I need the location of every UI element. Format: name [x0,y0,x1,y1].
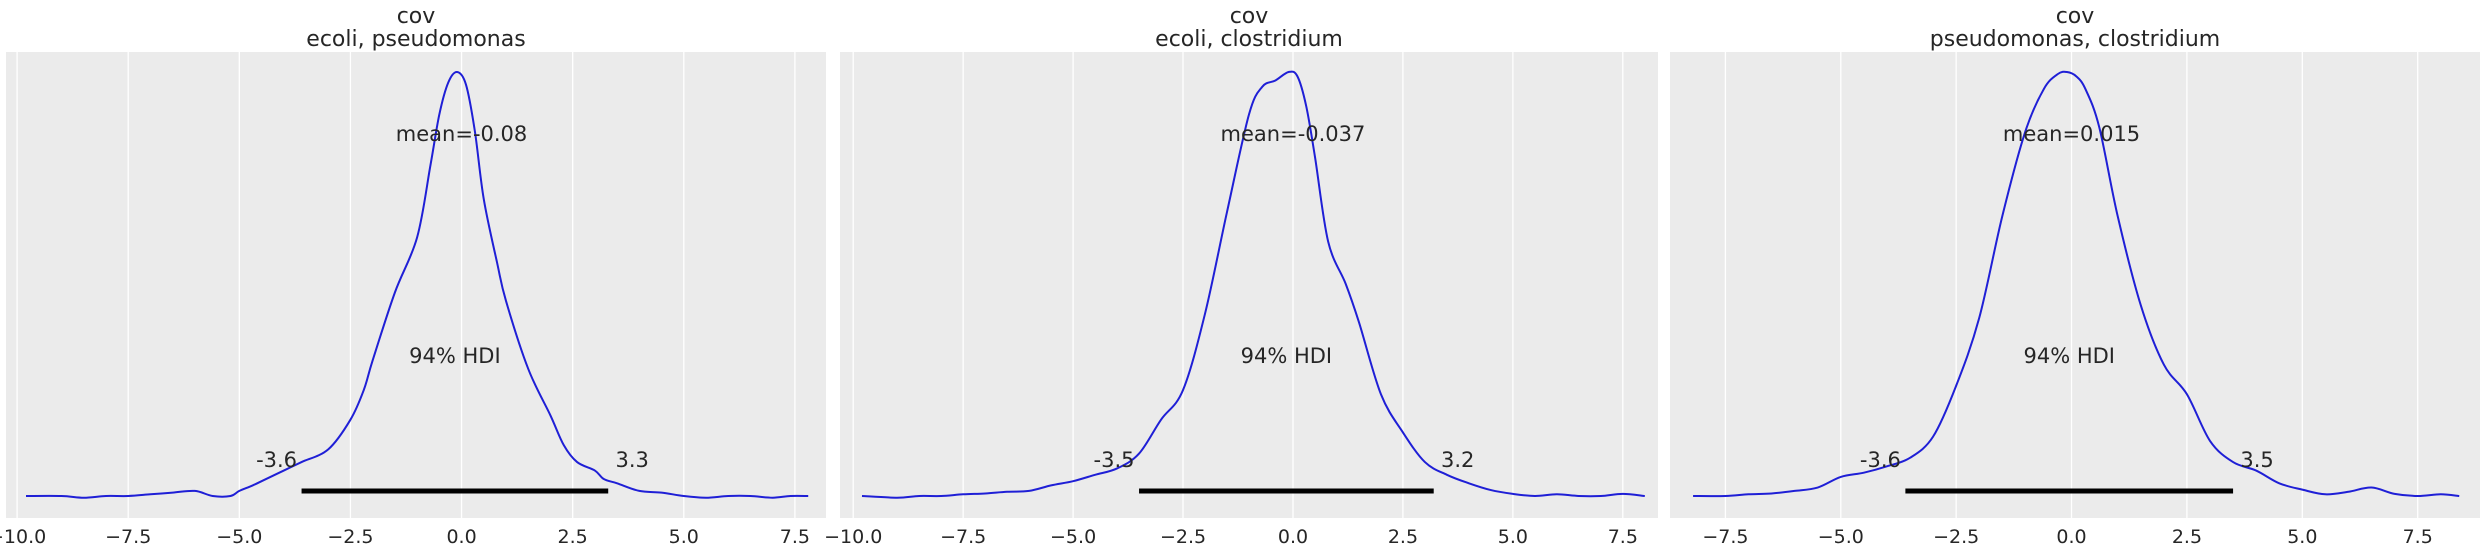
x-tick-label: −5.0 [1050,526,1096,548]
hdi-low-label: -3.6 [256,448,297,472]
title-line-pair: pseudomonas, clostridium [1930,27,2220,52]
grid-lines [1724,52,2419,518]
mean-annotation: mean=0.015 [2003,122,2140,146]
mean-annotation: mean=-0.037 [1221,122,1366,146]
x-tick-label: 7.5 [2403,526,2433,548]
mean-annotation: mean=-0.08 [396,122,528,146]
title-line-variable: cov [1230,4,1269,29]
x-tick-label: 0.0 [1278,526,1308,548]
hdi-annotation: 94% HDI [409,344,501,368]
title-line-variable: cov [2056,4,2095,29]
hdi-high-label: 3.3 [616,448,649,472]
kde-curve [861,70,1645,499]
x-tick-label: 5.0 [669,526,699,548]
hdi-high-label: 3.2 [1441,448,1474,472]
x-axis-ticks: −10.0 −7.5 −5.0 −2.5 0.0 2.5 5.0 7.5 [824,526,1638,548]
kde-curve [25,71,809,499]
x-tick-label: −5.0 [1818,526,1864,548]
hdi-low-label: -3.6 [1860,448,1901,472]
x-tick-label: 5.0 [2287,526,2317,548]
x-tick-label: 7.5 [1608,526,1638,548]
subplot-ecoli-clostridium: −10.0 −7.5 −5.0 −2.5 0.0 2.5 5.0 7.5 cov ecoli,… [824,4,1658,548]
x-tick-label: 7.5 [780,526,810,548]
x-axis-ticks: −10.0 −7.5 −5.0 −2.5 0.0 2.5 5.0 7.5 [0,526,810,548]
x-axis-ticks: −7.5 −5.0 −2.5 0.0 2.5 5.0 7.5 [1702,526,2432,548]
x-tick-label: −2.5 [1160,526,1206,548]
x-tick-label: 0.0 [2056,526,2086,548]
x-tick-label: −2.5 [1933,526,1979,548]
hdi-high-label: 3.5 [2240,448,2273,472]
x-tick-label: −7.5 [940,526,986,548]
title-line-pair: ecoli, pseudomonas [306,27,525,52]
x-tick-label: −2.5 [327,526,373,548]
x-tick-label: −10.0 [0,526,46,548]
x-tick-label: 5.0 [1498,526,1528,548]
x-tick-label: 2.5 [558,526,588,548]
x-tick-label: 2.5 [2172,526,2202,548]
grid-lines [16,52,796,518]
x-tick-label: −5.0 [216,526,262,548]
plot-area [1670,52,2480,518]
subplot-ecoli-pseudomonas: −10.0 −7.5 −5.0 −2.5 0.0 2.5 5.0 7.5 cov ecoli,… [0,4,826,548]
hdi-annotation: 94% HDI [2023,344,2115,368]
hdi-annotation: 94% HDI [1241,344,1333,368]
x-tick-label: −7.5 [1702,526,1748,548]
x-tick-label: −7.5 [105,526,151,548]
kde-curve [1693,70,2460,498]
x-tick-label: −10.0 [824,526,882,548]
title-line-variable: cov [397,4,436,29]
x-tick-label: 0.0 [446,526,476,548]
title-line-pair: ecoli, clostridium [1155,27,1343,52]
grid-lines [852,52,1624,518]
plot-area [6,52,826,518]
hdi-low-label: -3.5 [1094,448,1135,472]
x-tick-label: 2.5 [1388,526,1418,548]
plot-area [840,52,1658,518]
subplot-pseudomonas-clostridium: −7.5 −5.0 −2.5 0.0 2.5 5.0 7.5 cov pseudomonas… [1670,4,2480,548]
